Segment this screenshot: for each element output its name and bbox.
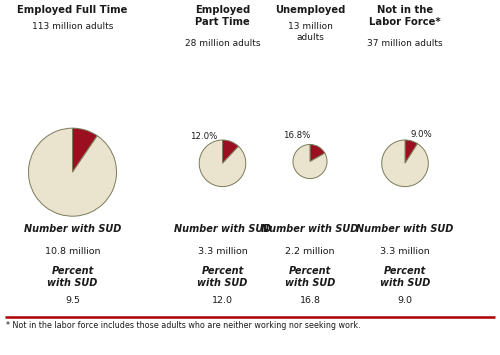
Text: 3.3 million: 3.3 million	[380, 247, 430, 256]
Text: Number with SUD: Number with SUD	[174, 224, 271, 234]
Text: 13 million
adults: 13 million adults	[288, 22, 333, 42]
Text: Percent
with SUD: Percent with SUD	[48, 266, 98, 288]
Text: Unemployed: Unemployed	[275, 5, 345, 15]
Text: 16.8: 16.8	[300, 296, 320, 305]
Text: 37 million adults: 37 million adults	[367, 39, 443, 48]
Text: Employed Full Time: Employed Full Time	[18, 5, 128, 15]
Text: Percent
with SUD: Percent with SUD	[198, 266, 248, 288]
Text: 2.2 million: 2.2 million	[285, 247, 335, 256]
Text: Number with SUD: Number with SUD	[356, 224, 454, 234]
Text: Employed
Part Time: Employed Part Time	[195, 5, 250, 27]
Wedge shape	[199, 140, 246, 187]
Wedge shape	[382, 140, 428, 187]
Text: 12.0: 12.0	[212, 296, 233, 305]
Text: 9.5%: 9.5%	[94, 129, 116, 138]
Text: 9.5: 9.5	[65, 296, 80, 305]
Text: 28 million adults: 28 million adults	[185, 39, 260, 48]
Text: Percent
with SUD: Percent with SUD	[285, 266, 335, 288]
Text: 10.8 million: 10.8 million	[45, 247, 100, 256]
Text: 3.3 million: 3.3 million	[198, 247, 248, 256]
Wedge shape	[293, 144, 327, 179]
Text: 9.0%: 9.0%	[410, 130, 432, 139]
Wedge shape	[405, 140, 417, 163]
Text: 16.8%: 16.8%	[284, 131, 310, 141]
Text: 9.0: 9.0	[398, 296, 412, 305]
Text: Number with SUD: Number with SUD	[24, 224, 121, 234]
Text: * Not in the labor force includes those adults who are neither working nor seeki: * Not in the labor force includes those …	[6, 321, 360, 330]
Text: Number with SUD: Number with SUD	[262, 224, 358, 234]
Wedge shape	[72, 128, 97, 172]
Text: 12.0%: 12.0%	[190, 132, 218, 141]
Text: 113 million adults: 113 million adults	[32, 22, 113, 31]
Text: Not in the
Labor Force*: Not in the Labor Force*	[369, 5, 441, 27]
Wedge shape	[310, 144, 325, 162]
Wedge shape	[28, 128, 117, 216]
Text: Percent
with SUD: Percent with SUD	[380, 266, 430, 288]
Wedge shape	[222, 140, 238, 163]
